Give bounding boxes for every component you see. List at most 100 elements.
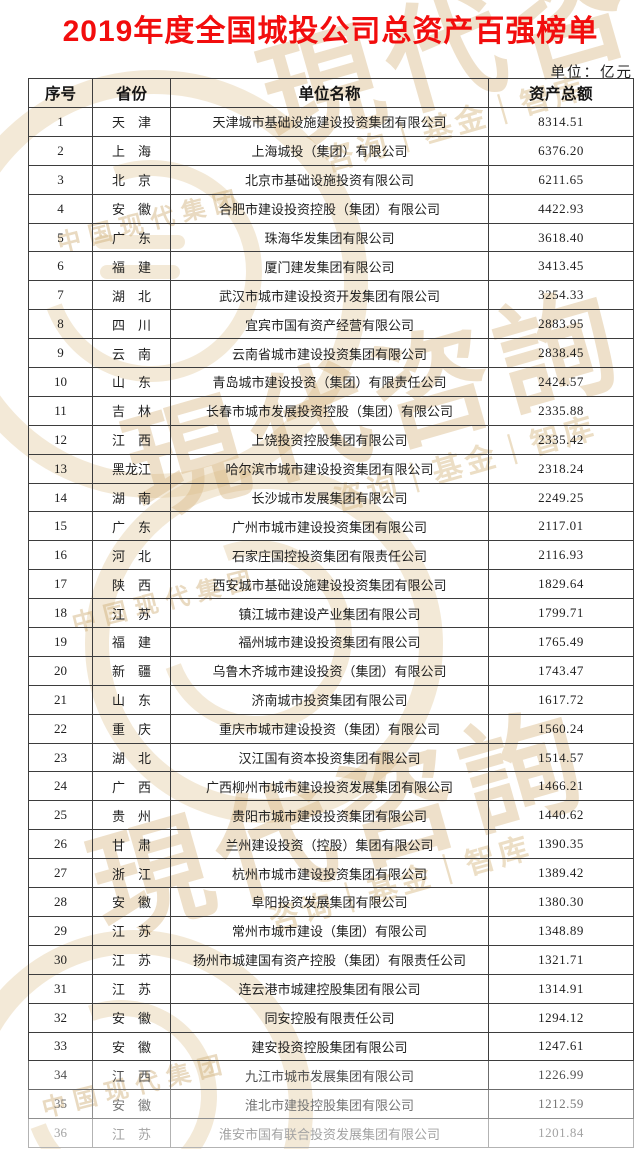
cell-rank: 14: [28, 482, 93, 513]
cell-province: 山 东: [92, 684, 171, 715]
cell-province: 江 苏: [92, 598, 171, 629]
cell-rank: 4: [28, 193, 93, 224]
page-title: 2019年度全国城投公司总资产百强榜单: [62, 15, 599, 48]
table-row: 18 江 苏 镇江城市建设产业集团有限公司 1799.71: [28, 598, 634, 629]
cell-assets: 1799.71: [488, 598, 634, 629]
cell-company: 济南城市投资集团有限公司: [170, 684, 489, 715]
cell-assets: 1743.47: [488, 655, 634, 686]
cell-province: 湖 南: [92, 482, 171, 513]
cell-rank: 11: [28, 395, 93, 426]
cell-assets: 1247.61: [488, 1031, 634, 1062]
cell-assets: 1466.21: [488, 771, 634, 802]
cell-company: 同安控股有限责任公司: [170, 1002, 489, 1033]
cell-assets: 4422.93: [488, 193, 634, 224]
cell-rank: 10: [28, 367, 93, 397]
cell-rank: 28: [28, 887, 93, 917]
cell-company: 上海城投（集团）有限公司: [170, 135, 489, 166]
cell-province: 重 庆: [92, 713, 171, 744]
cell-province: 江 西: [92, 424, 171, 455]
cell-company: 杭州市城市建设投资集团有限公司: [170, 858, 489, 889]
cell-company: 镇江城市建设产业集团有限公司: [170, 598, 489, 629]
cell-assets: 2424.57: [488, 367, 634, 397]
table-row: 8 四 川 宜宾市国有资产经营有限公司 2883.95: [28, 309, 634, 340]
cell-company: 云南省城市建设投资集团有限公司: [170, 338, 489, 369]
cell-assets: 1829.64: [488, 569, 634, 600]
cell-assets: 1440.62: [488, 800, 634, 831]
table-row: 1 天 津 天津城市基础设施建设投资集团有限公司 8314.51: [28, 107, 634, 137]
cell-province: 江 苏: [92, 944, 171, 975]
cell-province: 江 苏: [92, 973, 171, 1004]
cell-company: 西安城市基础设施建设投资集团有限公司: [170, 569, 489, 600]
cell-assets: 1212.59: [488, 1089, 634, 1120]
cell-province: 江 苏: [92, 1118, 171, 1149]
cell-assets: 1314.91: [488, 973, 634, 1004]
cell-assets: 2117.01: [488, 511, 634, 542]
cell-province: 河 北: [92, 540, 171, 571]
cell-rank: 5: [28, 222, 93, 253]
cell-rank: 27: [28, 858, 93, 889]
cell-company: 武汉市城市建设投资开发集团有限公司: [170, 280, 489, 311]
cell-assets: 1201.84: [488, 1118, 634, 1149]
cell-assets: 8314.51: [488, 107, 634, 137]
cell-company: 汉江国有资本投资集团有限公司: [170, 742, 489, 773]
table-row: 23 湖 北 汉江国有资本投资集团有限公司 1514.57: [28, 742, 634, 773]
cell-assets: 2335.42: [488, 424, 634, 455]
cell-assets: 3254.33: [488, 280, 634, 311]
table-row: 10 山 东 青岛城市建设投资（集团）有限责任公司 2424.57: [28, 367, 634, 397]
cell-rank: 33: [28, 1031, 93, 1062]
cell-rank: 1: [28, 107, 93, 137]
cell-rank: 16: [28, 540, 93, 571]
cell-assets: 2318.24: [488, 453, 634, 484]
table-row: 29 江 苏 常州市城市建设（集团）有限公司 1348.89: [28, 915, 634, 946]
col-header-province: 省份: [92, 78, 171, 108]
table-row: 16 河 北 石家庄国控投资集团有限责任公司 2116.93: [28, 540, 634, 571]
cell-rank: 26: [28, 829, 93, 860]
cell-assets: 2249.25: [488, 482, 634, 513]
cell-company: 长沙城市发展集团有限公司: [170, 482, 489, 513]
cell-company: 石家庄国控投资集团有限责任公司: [170, 540, 489, 571]
cell-rank: 9: [28, 338, 93, 369]
cell-province: 湖 北: [92, 280, 171, 311]
table-row: 14 湖 南 长沙城市发展集团有限公司 2249.25: [28, 482, 634, 513]
cell-company: 连云港市城建控股集团有限公司: [170, 973, 489, 1004]
cell-province: 广 东: [92, 222, 171, 253]
cell-company: 重庆市城市建设投资（集团）有限公司: [170, 713, 489, 744]
cell-company: 厦门建发集团有限公司: [170, 251, 489, 282]
table-row: 24 广 西 广西柳州市城市建设投资发展集团有限公司 1466.21: [28, 771, 634, 802]
table-row: 25 贵 州 贵阳市城市建设投资集团有限公司 1440.62: [28, 800, 634, 831]
table-row: 6 福 建 厦门建发集团有限公司 3413.45: [28, 251, 634, 282]
cell-assets: 1321.71: [488, 944, 634, 975]
cell-province: 安 徽: [92, 1089, 171, 1120]
cell-rank: 31: [28, 973, 93, 1004]
table-row: 32 安 徽 同安控股有限责任公司 1294.12: [28, 1002, 634, 1033]
cell-province: 安 徽: [92, 1031, 171, 1062]
cell-province: 云 南: [92, 338, 171, 369]
cell-rank: 32: [28, 1002, 93, 1033]
cell-rank: 30: [28, 944, 93, 975]
cell-province: 黑龙江: [92, 453, 171, 484]
cell-rank: 13: [28, 453, 93, 484]
cell-rank: 29: [28, 915, 93, 946]
cell-rank: 21: [28, 684, 93, 715]
cell-company: 淮安市国有联合投资发展集团有限公司: [170, 1118, 489, 1149]
cell-assets: 1380.30: [488, 887, 634, 917]
table-row: 3 北 京 北京市基础设施投资有限公司 6211.65: [28, 164, 634, 195]
cell-province: 贵 州: [92, 800, 171, 831]
cell-company: 北京市基础设施投资有限公司: [170, 164, 489, 195]
cell-rank: 20: [28, 655, 93, 686]
cell-assets: 1514.57: [488, 742, 634, 773]
cell-province: 新 疆: [92, 655, 171, 686]
cell-province: 广 东: [92, 511, 171, 542]
cell-province: 陕 西: [92, 569, 171, 600]
cell-company: 哈尔滨市城市建设投资集团有限公司: [170, 453, 489, 484]
cell-company: 广西柳州市城市建设投资发展集团有限公司: [170, 771, 489, 802]
cell-company: 天津城市基础设施建设投资集团有限公司: [170, 107, 489, 137]
cell-province: 天 津: [92, 107, 171, 137]
cell-assets: 1560.24: [488, 713, 634, 744]
cell-assets: 3618.40: [488, 222, 634, 253]
table-body: 1 天 津 天津城市基础设施建设投资集团有限公司 8314.51 2 上 海 上…: [28, 107, 634, 1149]
cell-rank: 18: [28, 598, 93, 629]
cell-rank: 3: [28, 164, 93, 195]
table-row: 33 安 徽 建安投资控股集团有限公司 1247.61: [28, 1031, 634, 1062]
